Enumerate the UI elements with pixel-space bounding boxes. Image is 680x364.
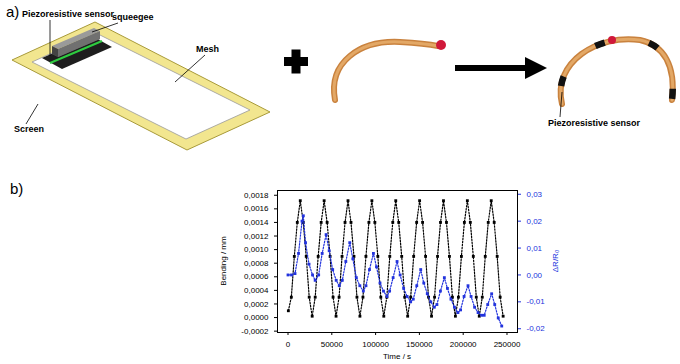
svg-text:0,0004: 0,0004 (244, 286, 269, 295)
html-text:Time / s: Time / s (382, 351, 412, 361)
svg-text:0,0010: 0,0010 (244, 245, 269, 254)
svg-text:0,00: 0,00 (527, 271, 543, 280)
svg-text:0,03: 0,03 (527, 190, 543, 199)
svg-text:0,0016: 0,0016 (244, 204, 269, 213)
svg-text:50000: 50000 (321, 340, 344, 349)
svg-text:0,01: 0,01 (527, 244, 543, 253)
html-text:Bending / mm: Bending / mm (218, 236, 228, 286)
svg-text:-0,01: -0,01 (527, 297, 546, 306)
svg-text:-0,0002: -0,0002 (241, 327, 269, 336)
svg-text:0,0006: 0,0006 (244, 272, 269, 281)
svg-text:Piezoresistive sensor: Piezoresistive sensor (548, 118, 641, 128)
svg-text:squeegee: squeegee (112, 12, 154, 22)
svg-text:0,0012: 0,0012 (244, 232, 269, 241)
svg-text:Mesh: Mesh (196, 44, 219, 54)
svg-text:0,0008: 0,0008 (244, 259, 269, 268)
svg-text:0,0018: 0,0018 (244, 191, 269, 200)
svg-text:0: 0 (286, 340, 291, 349)
svg-text:Piezoresistive sensor: Piezoresistive sensor (22, 9, 115, 19)
svg-text:100000: 100000 (362, 340, 389, 349)
svg-text:250000: 250000 (494, 340, 521, 349)
html-text:b): b) (10, 180, 24, 197)
svg-text:150000: 150000 (406, 340, 433, 349)
svg-text:-0,02: -0,02 (527, 324, 546, 333)
svg-text:0,02: 0,02 (527, 217, 543, 226)
svg-text:a): a) (6, 3, 19, 20)
svg-text:0,0014: 0,0014 (244, 218, 269, 227)
svg-text:Screen: Screen (14, 124, 44, 134)
html-text:ΔR/R₀: ΔR/R₀ (550, 249, 560, 273)
svg-text:200000: 200000 (450, 340, 477, 349)
svg-text:0,0000: 0,0000 (244, 313, 269, 322)
svg-text:0,0002: 0,0002 (244, 300, 269, 309)
